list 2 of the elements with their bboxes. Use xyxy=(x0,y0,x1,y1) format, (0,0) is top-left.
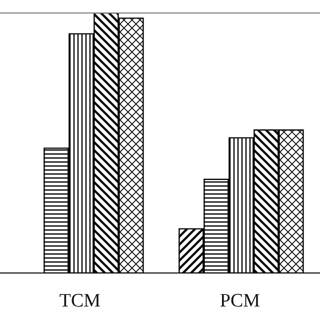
x-tick-label: PCM xyxy=(220,290,260,312)
x-tick-label: TCM xyxy=(59,290,101,312)
